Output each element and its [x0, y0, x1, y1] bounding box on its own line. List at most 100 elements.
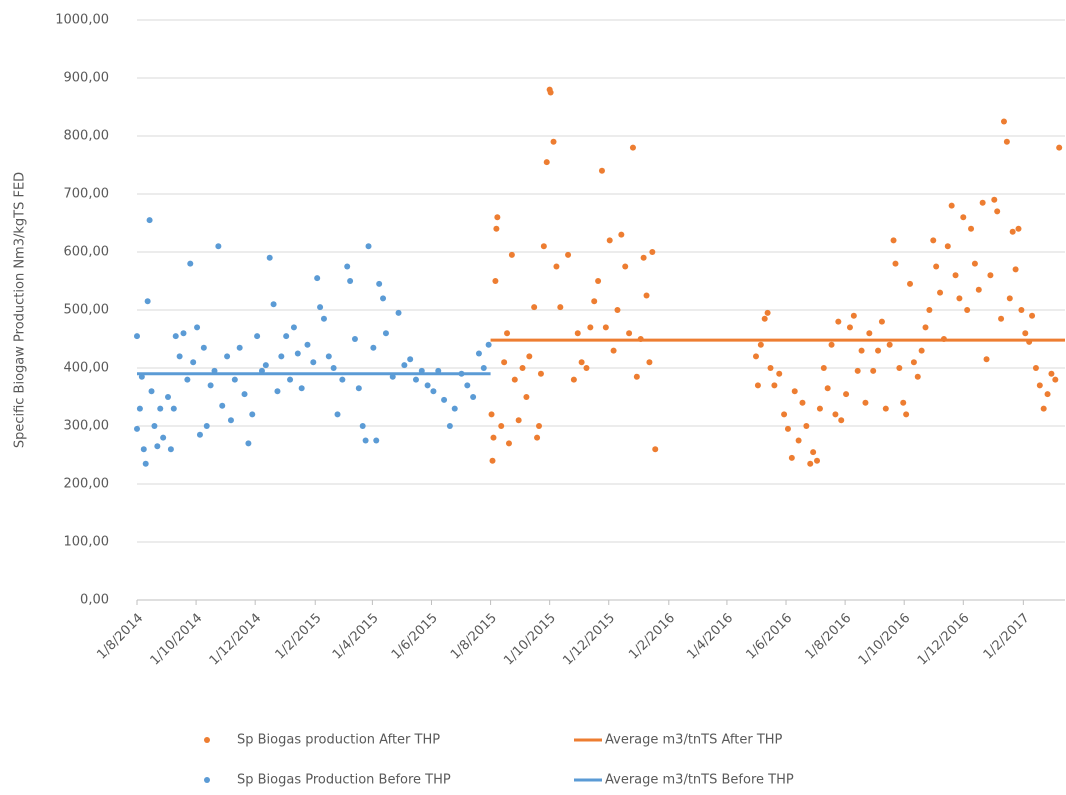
data-point	[1012, 266, 1019, 273]
data-point	[652, 446, 659, 453]
data-point	[488, 411, 495, 418]
data-point	[646, 359, 653, 366]
y-tick-label: 300,00	[64, 419, 110, 434]
data-point	[339, 376, 346, 383]
x-tick-label: 1/2/2015	[273, 611, 325, 663]
data-point	[987, 272, 994, 279]
data-point	[446, 423, 453, 429]
data-point	[314, 275, 321, 282]
data-point	[1003, 138, 1010, 145]
data-point	[757, 341, 764, 348]
data-point	[1029, 312, 1036, 319]
data-point	[557, 304, 564, 311]
data-point	[219, 402, 226, 409]
data-point	[643, 292, 650, 299]
y-tick-label: 400,00	[64, 361, 110, 376]
data-point	[820, 365, 827, 371]
data-point	[373, 437, 380, 444]
data-point	[355, 385, 362, 392]
y-tick-label: 1000,00	[55, 13, 109, 28]
data-point	[828, 341, 835, 348]
data-point	[304, 341, 311, 348]
data-point	[890, 237, 897, 244]
data-point	[598, 167, 605, 174]
data-point	[254, 333, 261, 340]
data-point	[1044, 391, 1051, 398]
data-point	[784, 425, 791, 432]
data-point	[900, 399, 907, 406]
y-tick-label: 900,00	[64, 71, 110, 86]
x-tick-label: 1/8/2014	[94, 611, 146, 663]
data-point	[505, 440, 512, 447]
data-point	[278, 353, 285, 360]
data-point	[475, 350, 482, 357]
y-tick-label: 600,00	[64, 245, 110, 260]
data-point	[854, 367, 861, 374]
data-point	[618, 231, 625, 238]
data-point	[407, 356, 414, 363]
x-tick-label: 1/4/2016	[684, 611, 736, 663]
x-tick-label: 1/6/2016	[743, 611, 795, 663]
legend-label: Sp Biogas production After THP	[237, 733, 440, 748]
data-point	[807, 460, 814, 467]
data-point	[190, 359, 197, 366]
data-point	[144, 298, 151, 305]
data-point	[606, 237, 613, 244]
data-point	[164, 394, 171, 400]
x-tick-label: 1/10/2016	[856, 611, 914, 669]
data-point	[274, 388, 281, 395]
data-point	[134, 333, 140, 340]
data-point	[1032, 365, 1039, 371]
data-point	[317, 304, 324, 311]
data-point	[875, 347, 882, 354]
data-point	[878, 318, 885, 325]
data-point	[975, 286, 982, 293]
data-point	[151, 423, 158, 429]
data-point	[424, 382, 431, 389]
data-point	[140, 446, 147, 453]
data-point	[231, 376, 238, 383]
data-point	[270, 301, 277, 308]
data-point	[325, 353, 332, 360]
data-point	[998, 315, 1005, 322]
data-point	[485, 341, 492, 348]
data-point	[176, 353, 183, 360]
data-point	[610, 347, 617, 354]
data-point	[640, 254, 647, 261]
data-point	[882, 405, 889, 412]
data-point	[249, 411, 256, 418]
data-point	[531, 304, 538, 311]
data-point	[816, 405, 823, 412]
data-point	[814, 457, 821, 464]
data-point	[1056, 144, 1063, 151]
data-point	[351, 336, 358, 342]
data-point	[334, 411, 341, 418]
x-tick-label: 1/12/2015	[560, 611, 618, 669]
data-point	[1048, 370, 1055, 377]
data-point	[283, 333, 290, 340]
data-point	[574, 330, 581, 337]
data-point	[892, 260, 899, 267]
data-point	[824, 385, 831, 392]
y-tick-label: 800,00	[64, 129, 110, 144]
y-tick-label: 100,00	[64, 535, 110, 550]
y-tick-label: 0,00	[80, 593, 109, 608]
x-tick-label: 1/12/2014	[207, 611, 265, 669]
data-point	[365, 243, 372, 250]
data-point	[1009, 228, 1016, 235]
data-point	[633, 373, 640, 380]
data-point	[430, 388, 437, 395]
data-point	[587, 324, 594, 331]
data-point	[184, 376, 191, 383]
data-point	[944, 243, 951, 250]
legend-label: Average m3/tnTS After THP	[605, 733, 783, 748]
data-point	[886, 341, 893, 348]
data-point	[926, 307, 933, 313]
x-tick-label: 1/12/2016	[915, 611, 973, 669]
data-point	[948, 202, 955, 209]
data-point	[1000, 118, 1007, 125]
y-tick-label: 200,00	[64, 477, 110, 492]
x-tick-label: 1/8/2016	[803, 611, 855, 663]
data-point	[203, 423, 210, 429]
data-point	[781, 411, 788, 418]
